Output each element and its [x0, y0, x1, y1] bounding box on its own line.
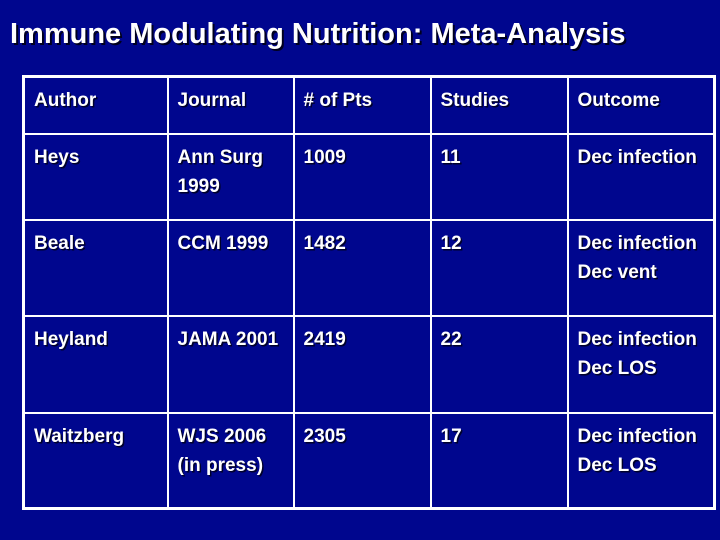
cell-pts: 1009: [292, 132, 432, 221]
cell-studies: 22: [429, 314, 569, 414]
cell-studies: 11: [429, 132, 569, 221]
table-row: Waitzberg WJS 2006 (in press) 2305 17 De…: [22, 411, 716, 510]
cell-journal: Ann Surg 1999: [166, 132, 295, 221]
table-row: Heys Ann Surg 1999 1009 11 Dec infection: [22, 132, 716, 221]
column-header-studies: Studies: [429, 75, 569, 135]
cell-outcome: Dec infection Dec LOS: [566, 411, 716, 510]
cell-pts: 2419: [292, 314, 432, 414]
column-header-pts: # of Pts: [292, 75, 432, 135]
table-row: Heyland JAMA 2001 2419 22 Dec infection …: [22, 314, 716, 414]
cell-studies: 17: [429, 411, 569, 510]
cell-author: Beale: [22, 218, 169, 317]
cell-author: Heys: [22, 132, 169, 221]
table-header-row: Author Journal # of Pts Studies Outcome: [22, 75, 716, 135]
slide-title: Immune Modulating Nutrition: Meta-Analys…: [10, 18, 626, 50]
cell-pts: 2305: [292, 411, 432, 510]
cell-author: Heyland: [22, 314, 169, 414]
column-header-outcome: Outcome: [566, 75, 716, 135]
column-header-journal: Journal: [166, 75, 295, 135]
meta-analysis-table: Author Journal # of Pts Studies Outcome …: [22, 75, 716, 510]
cell-author: Waitzberg: [22, 411, 169, 510]
cell-journal: JAMA 2001: [166, 314, 295, 414]
cell-journal: WJS 2006 (in press): [166, 411, 295, 510]
table-row: Beale CCM 1999 1482 12 Dec infection Dec…: [22, 218, 716, 317]
cell-outcome: Dec infection: [566, 132, 716, 221]
cell-journal: CCM 1999: [166, 218, 295, 317]
column-header-author: Author: [22, 75, 169, 135]
cell-studies: 12: [429, 218, 569, 317]
cell-pts: 1482: [292, 218, 432, 317]
cell-outcome: Dec infection Dec LOS: [566, 314, 716, 414]
cell-outcome: Dec infection Dec vent: [566, 218, 716, 317]
